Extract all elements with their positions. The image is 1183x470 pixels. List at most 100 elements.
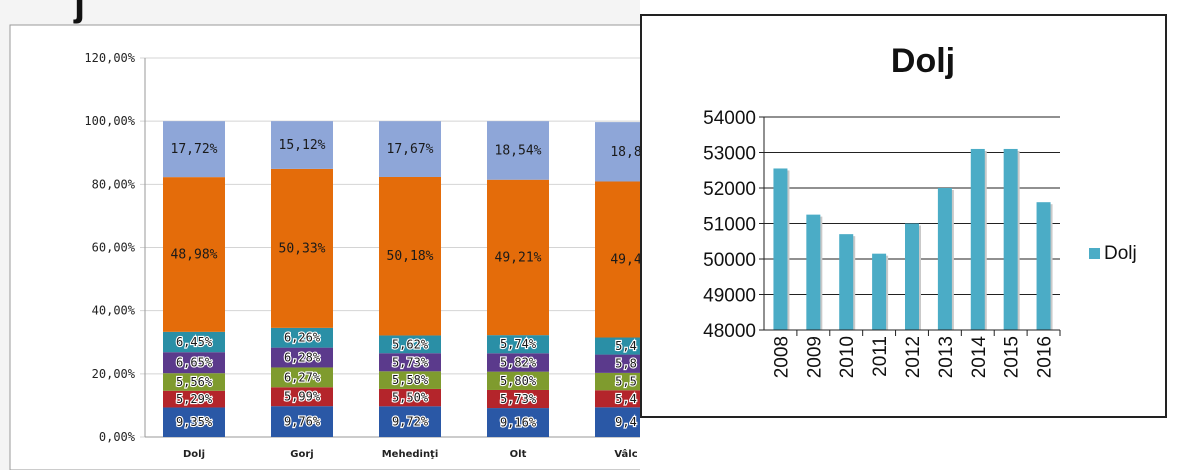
bar-segment bbox=[595, 372, 640, 391]
stacked-percentage-chart: 0,00% 20,00% 40,00% 60,00% 80,00% 100,00% 120,… bbox=[0, 0, 640, 470]
data-label: 9,4 bbox=[615, 415, 637, 429]
bar bbox=[905, 223, 919, 330]
data-label: 5,82% bbox=[500, 355, 537, 369]
y-tick-label: 0,00% bbox=[99, 430, 136, 444]
x-tick-label: 2015 bbox=[1002, 336, 1023, 378]
bar-segment bbox=[487, 335, 549, 354]
bar-segment bbox=[379, 371, 441, 389]
data-label: 48,98% bbox=[171, 247, 218, 262]
bar-segment bbox=[163, 121, 225, 178]
bar-segment bbox=[487, 353, 549, 372]
data-label: 5,4 bbox=[615, 392, 637, 406]
data-label: 49,21% bbox=[495, 250, 542, 265]
data-label: 5,73% bbox=[500, 392, 537, 406]
bar-segment bbox=[271, 406, 333, 437]
bar-segment bbox=[595, 337, 640, 355]
data-label: 9,72% bbox=[392, 415, 429, 429]
data-label: 17,72% bbox=[171, 142, 218, 157]
x-tick-label: 2016 bbox=[1035, 336, 1056, 378]
x-category-label: Dolj bbox=[183, 449, 205, 460]
data-label: 15,12% bbox=[279, 138, 326, 153]
data-label: 6,26% bbox=[284, 331, 321, 345]
x-tick-label: 2011 bbox=[870, 336, 891, 377]
y-tick-label: 49000 bbox=[703, 286, 756, 307]
bar-segment bbox=[379, 335, 441, 354]
x-category-label: Olt bbox=[510, 449, 527, 460]
bar-segment bbox=[595, 407, 640, 437]
data-label: 5,62% bbox=[392, 337, 429, 351]
bar bbox=[937, 188, 952, 330]
bar bbox=[872, 253, 887, 330]
data-label: 6,28% bbox=[284, 351, 321, 365]
bar-segment bbox=[163, 352, 225, 374]
data-label: 9,16% bbox=[500, 416, 537, 430]
data-label: 50,18% bbox=[387, 249, 434, 264]
y-tick-label: 51000 bbox=[703, 215, 756, 236]
x-tick-label: 2013 bbox=[936, 336, 957, 378]
bar-segment bbox=[163, 390, 225, 408]
data-label: 18,8 bbox=[610, 145, 640, 160]
y-tick-label: 80,00% bbox=[92, 177, 136, 191]
bar bbox=[806, 214, 821, 330]
data-label: 5,50% bbox=[392, 391, 429, 405]
bar bbox=[1036, 202, 1051, 330]
bar-segment bbox=[379, 176, 441, 336]
y-tick-label: 60,00% bbox=[92, 241, 136, 255]
data-label: 6,27% bbox=[284, 370, 321, 384]
bar-segment bbox=[487, 121, 549, 180]
bar-segment bbox=[271, 367, 333, 388]
y-tick-label: 120,00% bbox=[84, 51, 135, 65]
x-tick-label: 2012 bbox=[903, 336, 924, 378]
legend-swatch bbox=[1089, 248, 1100, 259]
bar-segment bbox=[595, 181, 640, 338]
x-tick-label: 2009 bbox=[804, 336, 825, 378]
bar-segment bbox=[595, 122, 640, 182]
bar bbox=[773, 168, 788, 330]
y-tick-label: 40,00% bbox=[92, 304, 136, 318]
bar-segment bbox=[379, 388, 441, 407]
data-label: 5,58% bbox=[392, 373, 429, 387]
y-tick-label: 52000 bbox=[703, 179, 756, 200]
y-tick-label: 53000 bbox=[703, 144, 756, 165]
y-tick-label: 50000 bbox=[703, 250, 756, 271]
bar-segment bbox=[271, 121, 333, 169]
data-label: 5,73% bbox=[392, 355, 429, 369]
data-label: 5,8 bbox=[615, 357, 637, 371]
bar-segment bbox=[163, 177, 225, 332]
x-category-label: Vâlc bbox=[614, 448, 637, 460]
dolj-chart-svg: Dolj 48000 49000 50000 51000 52000 53000 54000 2… bbox=[703, 42, 1137, 379]
bar-segment bbox=[487, 408, 549, 437]
data-label: 9,35% bbox=[176, 415, 213, 429]
data-label: 5,74% bbox=[500, 337, 537, 351]
bar-segment bbox=[271, 387, 333, 407]
x-category-label: Gorj bbox=[290, 449, 313, 460]
bar bbox=[1003, 148, 1018, 330]
bar-segment bbox=[595, 390, 640, 408]
x-category-label: Mehedinţi bbox=[382, 449, 439, 460]
data-label: 5,99% bbox=[284, 390, 321, 404]
data-label: 49,4 bbox=[610, 253, 640, 268]
bar-segment bbox=[163, 331, 225, 353]
x-tick-label: 2010 bbox=[837, 336, 858, 378]
bar bbox=[839, 234, 854, 330]
y-tick-label: 48000 bbox=[703, 321, 756, 342]
bar-segment bbox=[163, 407, 225, 437]
bar-segment bbox=[487, 371, 549, 390]
bar-segment bbox=[379, 353, 441, 372]
data-label: 17,67% bbox=[387, 142, 434, 157]
legend-label: Dolj bbox=[1104, 243, 1137, 264]
bar-segment bbox=[163, 373, 225, 391]
y-tick-label: 100,00% bbox=[84, 114, 135, 128]
bar-segment bbox=[379, 406, 441, 437]
data-label: 18,54% bbox=[495, 143, 542, 158]
y-tick-label: 20,00% bbox=[92, 367, 136, 381]
data-label: 5,29% bbox=[176, 392, 213, 406]
x-tick-label: 2014 bbox=[969, 336, 990, 379]
data-label: 6,45% bbox=[176, 335, 213, 349]
data-label: 5,5 bbox=[615, 375, 637, 389]
y-tick-label: 54000 bbox=[703, 108, 756, 129]
data-label: 50,33% bbox=[279, 241, 326, 256]
data-label: 6,65% bbox=[176, 356, 213, 370]
data-label: 5,80% bbox=[500, 374, 537, 388]
dolj-bar-chart: Dolj 48000 49000 50000 51000 52000 53000 54000 2… bbox=[640, 0, 1183, 470]
